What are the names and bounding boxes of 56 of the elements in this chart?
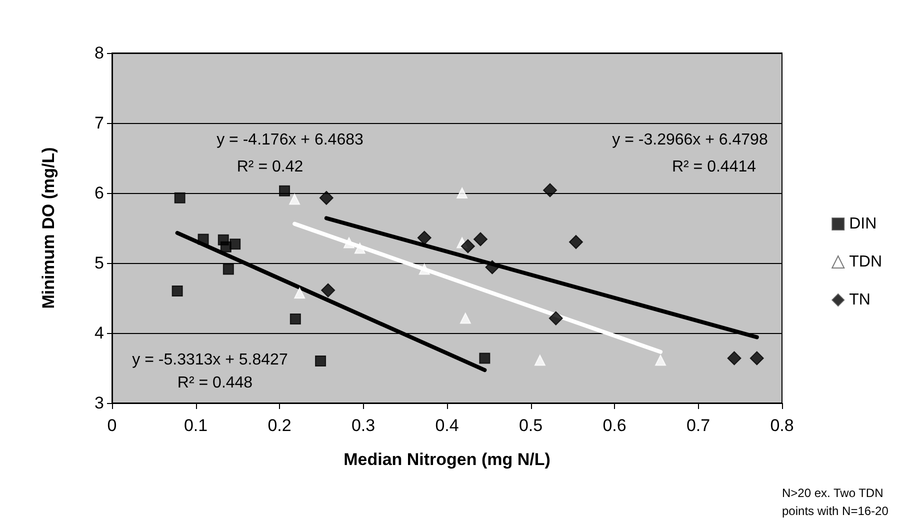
annotation: R² = 0.448 xyxy=(177,374,253,392)
point xyxy=(655,354,666,366)
x-tick-label: 0 xyxy=(107,416,117,435)
x-tick-label: 0.3 xyxy=(351,416,376,435)
annotation: R² = 0.42 xyxy=(236,158,304,176)
point xyxy=(222,264,234,275)
point xyxy=(315,356,326,366)
point xyxy=(474,232,488,246)
x-tick-label: 0.2 xyxy=(268,416,292,435)
annotation: R² = 0.4414 xyxy=(672,158,756,176)
x-tick-label: 0.4 xyxy=(435,416,459,435)
x-axis-title: Median Nitrogen (mg N/L) xyxy=(344,450,550,469)
x-tick-label: 0.8 xyxy=(770,416,794,435)
text: N>20 ex. Two TDN points with N=16-20 xyxy=(782,486,889,518)
point xyxy=(460,239,475,254)
x-tick-label: 0.6 xyxy=(602,416,626,435)
legend-label: TDN xyxy=(849,254,882,270)
point xyxy=(479,352,490,364)
point xyxy=(485,260,500,274)
point xyxy=(456,188,468,198)
point xyxy=(534,354,546,366)
point xyxy=(198,234,209,245)
point xyxy=(290,314,301,324)
x-tick-label: 0.5 xyxy=(518,416,543,435)
point xyxy=(418,264,430,275)
y-tick-label: 4 xyxy=(94,324,104,342)
point xyxy=(543,183,558,198)
y-tick-label: 6 xyxy=(94,184,104,202)
point xyxy=(417,230,432,245)
point xyxy=(568,235,583,249)
y-tick-label: 5 xyxy=(94,254,104,272)
point xyxy=(750,351,764,366)
y-axis-title: Minimum DO (mg/L) xyxy=(39,147,58,309)
point xyxy=(354,242,366,254)
point xyxy=(294,288,306,299)
y-tick-label: 3 xyxy=(94,394,104,412)
point xyxy=(289,194,300,205)
annotation: y = -3.2966x + 6.4798 xyxy=(612,132,768,148)
legend-label: DIN xyxy=(849,216,877,232)
point xyxy=(279,185,290,196)
point xyxy=(172,286,183,296)
x-tick-label: 0.7 xyxy=(686,416,710,435)
y-tick-label: 8 xyxy=(94,44,104,62)
point xyxy=(230,238,241,250)
point xyxy=(344,237,355,248)
x-tick-label: 0.1 xyxy=(184,416,208,435)
point xyxy=(727,351,742,366)
point xyxy=(174,192,186,204)
point xyxy=(321,283,336,298)
point xyxy=(319,190,334,205)
point xyxy=(548,311,563,326)
legend-label: TN xyxy=(849,292,870,308)
y-tick-label: 7 xyxy=(94,114,104,132)
annotation: y = -5.3313x + 5.8427 xyxy=(132,352,288,368)
point xyxy=(460,312,471,324)
annotation: y = -4.176x + 6.4683 xyxy=(216,132,364,148)
